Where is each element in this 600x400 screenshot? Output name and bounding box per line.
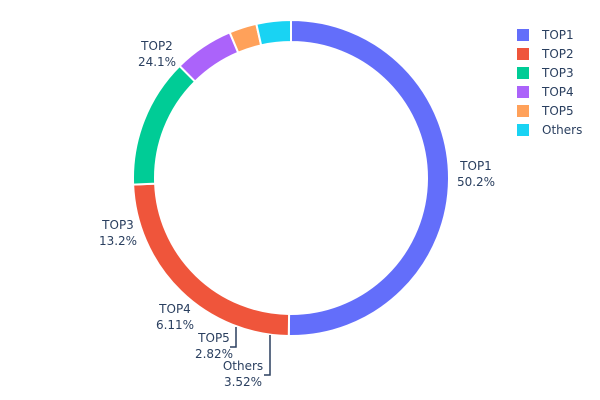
slice-label-top2: TOP2 [140,39,173,53]
legend-item-top2[interactable]: TOP2 [517,47,574,61]
legend-label-top2: TOP2 [541,47,574,61]
slice-top3[interactable] [132,64,197,186]
slice-label-top4: TOP4 [158,302,191,316]
slice-label-top3: TOP3 [101,218,134,232]
slice-percent-top2: 24.1% [138,55,176,69]
legend-swatch-others [517,124,529,136]
legend-item-top1[interactable]: TOP1 [517,28,574,42]
slice-label-top5: TOP5 [197,331,230,345]
legend-label-top4: TOP4 [541,85,574,99]
slice-top4[interactable] [178,31,240,83]
slice-percent-top1: 50.2% [457,175,495,189]
slice-percent-top4: 6.11% [156,318,194,332]
legend-label-others: Others [542,123,582,137]
leader-line-others [264,335,271,376]
slice-others[interactable] [255,18,292,47]
slice-percent-top5: 2.82% [195,347,233,361]
slice-label-others: Others [223,359,263,373]
slice-percent-others: 3.52% [224,375,262,389]
slice-labels: TOP1 50.2% TOP2 24.1% TOP3 13.2% TOP4 6.11%TOP5… [99,39,495,389]
legend: TOP1 TOP2 TOP3 TOP4 TOP5 Others [517,28,582,137]
legend-label-top3: TOP3 [541,66,574,80]
donut-slices [132,18,451,337]
leader-line-top5 [230,327,237,348]
legend-label-top5: TOP5 [541,104,574,118]
legend-swatch-top3 [517,67,529,79]
slice-label-top1: TOP1 [459,159,492,173]
legend-item-top3[interactable]: TOP3 [517,66,574,80]
legend-item-top4[interactable]: TOP4 [517,85,574,99]
legend-swatch-top5 [517,105,529,117]
legend-swatch-top1 [517,29,529,41]
legend-item-others[interactable]: Others [517,123,582,137]
legend-label-top1: TOP1 [541,28,574,42]
legend-item-top5[interactable]: TOP5 [517,104,574,118]
slice-top1[interactable] [287,18,451,337]
legend-swatch-top4 [517,86,529,98]
slice-top2[interactable] [132,182,291,337]
legend-swatch-top2 [517,48,529,60]
slice-percent-top3: 13.2% [99,234,137,248]
